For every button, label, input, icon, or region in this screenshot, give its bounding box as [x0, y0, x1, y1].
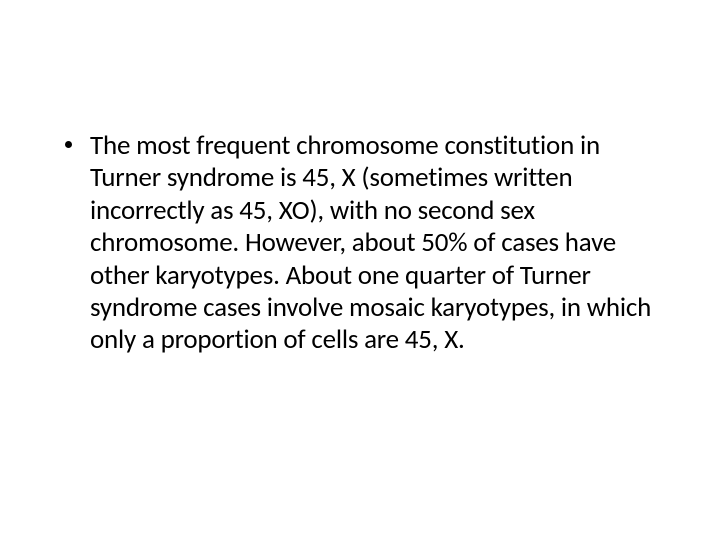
- bullet-marker-icon: [65, 141, 72, 148]
- slide-container: The most frequent chromosome constitutio…: [0, 0, 720, 540]
- bullet-list: The most frequent chromosome constitutio…: [60, 130, 660, 357]
- bullet-text: The most frequent chromosome constitutio…: [90, 129, 651, 356]
- list-item: The most frequent chromosome constitutio…: [60, 130, 660, 357]
